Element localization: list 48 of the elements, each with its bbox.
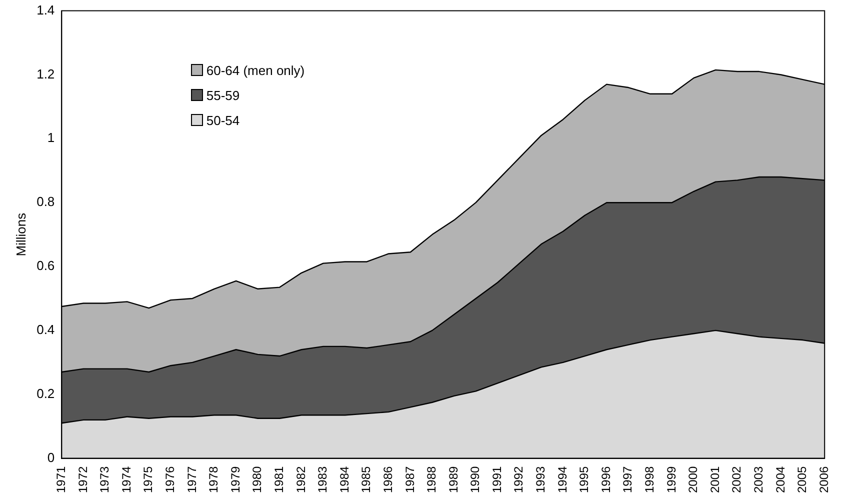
- x-tick-label: 1981: [272, 466, 286, 494]
- x-tick-label: 1984: [337, 466, 352, 494]
- y-tick-label: 0.8: [36, 194, 55, 210]
- x-tick-label: 1977: [184, 466, 199, 494]
- y-tick-label: 0: [47, 450, 55, 465]
- x-tick-label: 1975: [141, 466, 156, 494]
- x-tick-label: 2002: [730, 466, 744, 494]
- x-tick-label: 1994: [555, 466, 570, 494]
- x-tick-label: 1993: [534, 466, 548, 494]
- x-tick-label: 1972: [76, 466, 90, 494]
- y-tick-label: 0.2: [36, 386, 55, 401]
- y-tick-label: 1: [47, 130, 55, 146]
- x-tick-label: 2003: [752, 466, 766, 494]
- legend-label: 50-54: [206, 112, 240, 128]
- x-tick-label: 1989: [446, 466, 460, 494]
- x-tick-label: 1980: [250, 466, 264, 494]
- x-tick-label: 1988: [424, 466, 439, 494]
- x-tick-label: 1971: [54, 466, 68, 494]
- x-tick-label: 2005: [795, 466, 810, 494]
- x-tick-label: 2004: [773, 466, 788, 494]
- legend-label: 55-59: [206, 88, 240, 103]
- y-tick-label: 1.4: [36, 2, 55, 18]
- x-tick-label: 1992: [512, 466, 526, 494]
- x-tick-label: 1995: [577, 466, 592, 494]
- x-tick-label: 1982: [294, 466, 308, 494]
- y-tick-label: 0.4: [36, 322, 55, 338]
- x-tick-label: 1973: [98, 466, 112, 494]
- x-tick-label: 1983: [316, 466, 330, 494]
- x-tick-label: 2000: [686, 466, 700, 494]
- legend-label: 60-64 (men only): [206, 62, 305, 78]
- x-tick-label: 1987: [402, 466, 417, 494]
- x-tick-label: 1986: [380, 466, 395, 494]
- x-tick-label: 1976: [162, 466, 177, 494]
- x-tick-label: 1999: [664, 466, 678, 494]
- x-tick-label: 2006: [816, 466, 831, 494]
- x-tick-label: 1985: [359, 466, 374, 494]
- x-tick-label: 1974: [119, 466, 134, 494]
- y-axis-title: Millions: [13, 212, 28, 256]
- x-tick-label: 1996: [598, 466, 613, 494]
- x-tick-label: 1990: [468, 466, 482, 494]
- x-tick-label: 2001: [708, 466, 722, 494]
- x-tick-label: 1991: [490, 466, 504, 494]
- y-tick-label: 1.2: [36, 66, 55, 82]
- x-tick-label: 1979: [228, 466, 242, 494]
- x-tick-label: 1978: [206, 466, 221, 494]
- x-tick-label: 1997: [620, 466, 635, 494]
- x-tick-label: 1998: [642, 466, 657, 494]
- y-tick-label: 0.6: [36, 258, 55, 274]
